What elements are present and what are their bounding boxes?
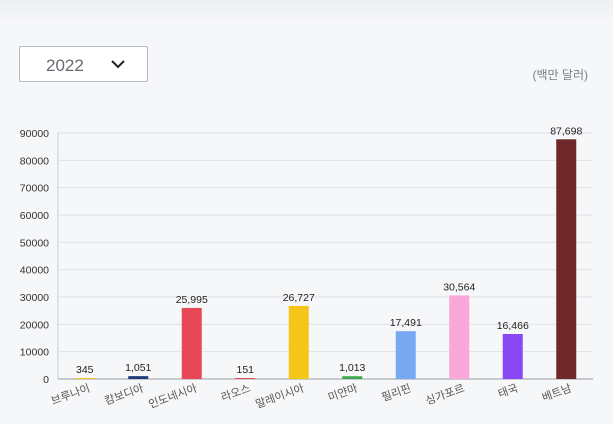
bar [502, 333, 523, 379]
bar [395, 331, 416, 379]
y-tick-label: 0 [43, 374, 49, 386]
y-tick-label: 70000 [20, 183, 49, 195]
data-label: 1,013 [339, 362, 365, 374]
y-tick-label: 90000 [20, 128, 49, 140]
bar [74, 378, 95, 379]
bar [128, 376, 149, 379]
x-tick-label: 태국 [496, 382, 519, 401]
x-tick-label: 브루나이 [49, 382, 91, 408]
x-tick-label: 라오스 [219, 382, 252, 405]
x-tick-label: 베트남 [540, 382, 573, 405]
y-tick-label: 30000 [20, 292, 49, 304]
data-label: 16,466 [497, 320, 529, 332]
y-tick-label: 10000 [20, 347, 49, 359]
bar [449, 295, 470, 379]
data-label: 1,051 [125, 362, 151, 374]
chevron-down-icon [111, 60, 125, 69]
x-tick-label: 말레이시아 [254, 382, 306, 412]
bar [556, 139, 577, 379]
x-tick-label: 필리핀 [380, 382, 413, 405]
data-label: 30,564 [443, 281, 475, 293]
x-tick-label: 인도네시아 [147, 382, 199, 412]
bar [235, 378, 256, 379]
data-label: 26,727 [283, 292, 315, 304]
year-select-value: 2022 [46, 56, 84, 75]
y-tick-label: 60000 [20, 210, 49, 222]
x-tick-label: 미얀마 [326, 381, 359, 405]
top-strip [0, 0, 613, 22]
y-tick-label: 50000 [20, 237, 49, 249]
x-tick-label: 싱가포르 [424, 382, 466, 408]
data-label: 17,491 [390, 317, 422, 329]
data-label: 25,995 [176, 294, 208, 306]
data-label: 345 [76, 364, 94, 376]
data-label: 151 [236, 364, 254, 376]
bar [288, 305, 309, 379]
bar [342, 376, 363, 379]
y-tick-label: 40000 [20, 265, 49, 277]
y-tick-label: 80000 [20, 155, 49, 167]
year-select[interactable]: 2022 [19, 46, 148, 82]
bar [181, 307, 202, 379]
data-label: 87,698 [550, 125, 582, 137]
x-tick-label: 캄보디아 [103, 382, 145, 408]
unit-label: (백만 달러) [532, 68, 589, 82]
y-tick-label: 20000 [20, 319, 49, 331]
